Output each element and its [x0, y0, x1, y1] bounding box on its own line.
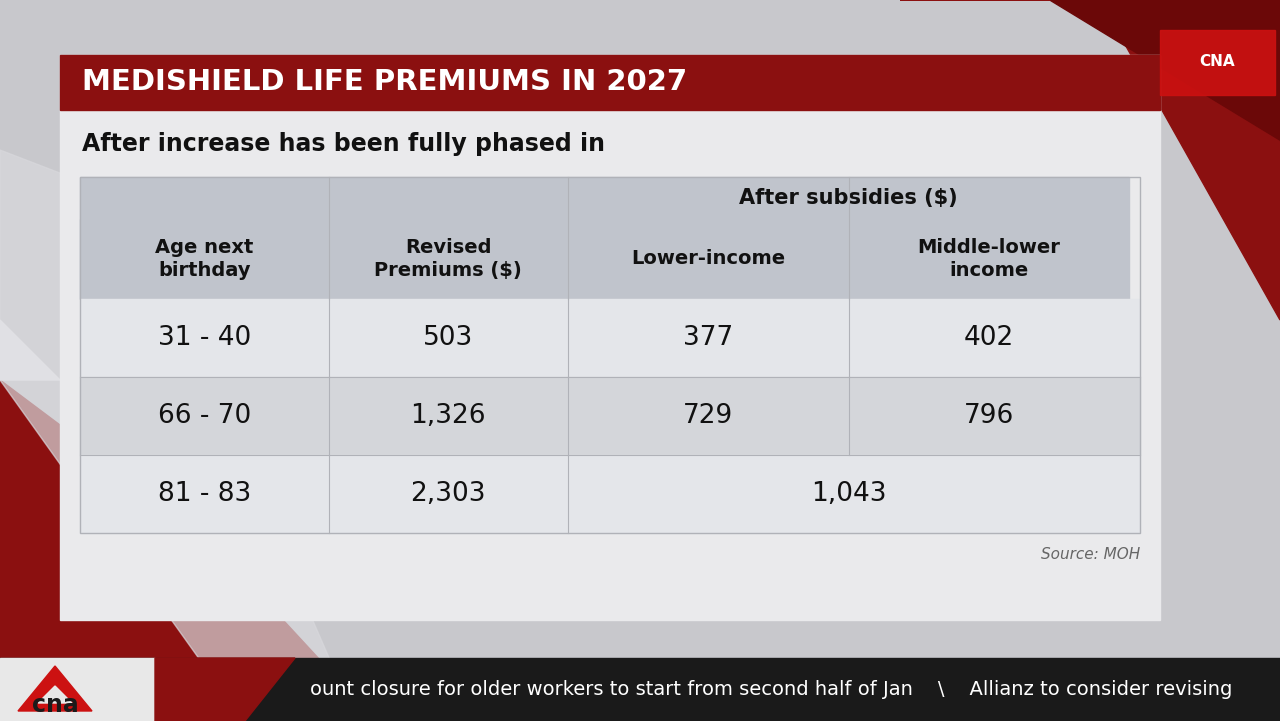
- Text: Lower-income: Lower-income: [631, 249, 785, 268]
- Text: 1,043: 1,043: [810, 481, 886, 507]
- Polygon shape: [0, 380, 320, 660]
- Bar: [60, 55, 1160, 110]
- Bar: [79, 377, 1140, 455]
- Text: MEDISHIELD LIFE PREMIUMS IN 2027: MEDISHIELD LIFE PREMIUMS IN 2027: [82, 68, 687, 97]
- Polygon shape: [900, 0, 1280, 320]
- Bar: [0, 658, 155, 721]
- Bar: [329, 177, 567, 299]
- Bar: [329, 219, 567, 299]
- Text: 377: 377: [684, 325, 733, 351]
- Bar: [79, 177, 1140, 533]
- Text: cna: cna: [32, 693, 78, 717]
- Text: 796: 796: [964, 403, 1014, 429]
- Text: 729: 729: [684, 403, 733, 429]
- Polygon shape: [0, 320, 60, 380]
- Polygon shape: [18, 666, 92, 711]
- Polygon shape: [155, 658, 294, 721]
- Text: CNA: CNA: [1199, 55, 1235, 69]
- Bar: [79, 299, 1140, 377]
- Text: 402: 402: [964, 325, 1014, 351]
- Text: After increase has been fully phased in: After increase has been fully phased in: [82, 132, 605, 156]
- Text: ount closure for older workers to start from second half of Jan    \    Allianz : ount closure for older workers to start …: [310, 680, 1233, 699]
- Bar: [79, 219, 329, 299]
- Text: Middle-lower
income: Middle-lower income: [918, 238, 1060, 280]
- Text: 503: 503: [424, 325, 474, 351]
- Bar: [0, 658, 1280, 721]
- Bar: [79, 455, 1140, 533]
- Text: 2,303: 2,303: [411, 481, 486, 507]
- Text: 81 - 83: 81 - 83: [157, 481, 251, 507]
- Polygon shape: [0, 150, 330, 660]
- Text: Source: MOH: Source: MOH: [1041, 547, 1140, 562]
- Text: 1,326: 1,326: [411, 403, 486, 429]
- Bar: [79, 177, 329, 299]
- Text: 31 - 40: 31 - 40: [157, 325, 251, 351]
- Text: 66 - 70: 66 - 70: [157, 403, 251, 429]
- Text: Age next
birthday: Age next birthday: [155, 238, 253, 280]
- Bar: [567, 177, 1129, 219]
- Polygon shape: [1050, 0, 1280, 140]
- Bar: [60, 55, 1160, 620]
- Bar: [1160, 30, 1275, 95]
- Polygon shape: [38, 686, 72, 703]
- Text: After subsidies ($): After subsidies ($): [739, 188, 957, 208]
- Bar: [849, 219, 1129, 299]
- Bar: [567, 219, 849, 299]
- Text: Revised
Premiums ($): Revised Premiums ($): [375, 238, 522, 280]
